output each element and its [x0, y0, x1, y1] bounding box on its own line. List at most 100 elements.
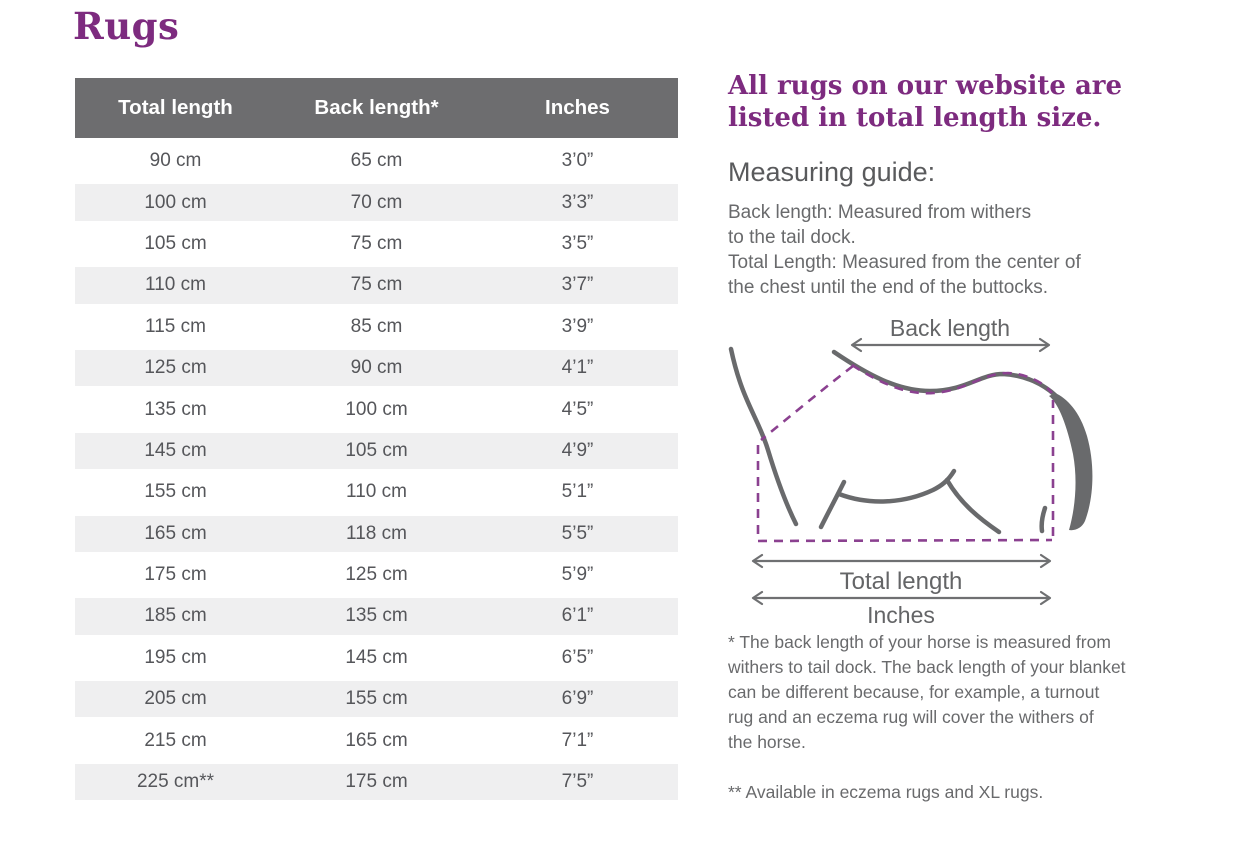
back-length-cell: 85 cm [350, 315, 403, 337]
back-length-arrow [850, 337, 1051, 353]
total-length-cell: 225 cm** [136, 771, 215, 793]
inches-arrow [751, 590, 1052, 606]
guide-text-line: Total Length: Measured from the center o… [728, 252, 1081, 273]
horse-tail [1049, 393, 1093, 531]
back-length-cell: 155 cm [345, 688, 408, 710]
inches-cell: 3’5” [561, 232, 594, 254]
table-row: 115 cm 85 cm 3’9” [75, 306, 678, 347]
inches-cell: 5’5” [561, 522, 594, 544]
horse-hock-line [1039, 505, 1048, 534]
footnote-back-length: * The back length of your horse is measu… [728, 630, 1126, 755]
headline-line: All rugs on our website are [728, 71, 1123, 101]
total-length-cell: 90 cm [149, 150, 202, 172]
total-length-cell: 195 cm [144, 646, 207, 668]
footnote-line: can be different because, for example, a… [728, 682, 1100, 702]
guide-text-line: the chest until the end of the buttocks. [728, 277, 1049, 298]
back-length-cell: 165 cm [345, 729, 408, 751]
table-row: 100 cm 70 cm 3’3” [75, 181, 678, 224]
footnote-availability: ** Available in eczema rugs and XL rugs. [728, 782, 1044, 802]
total-length-cell: 135 cm [144, 398, 207, 420]
footnote-line: withers to tail dock. The back length of… [728, 657, 1126, 677]
col-header-back-length: Back length* [276, 78, 477, 141]
total-length-cell: 105 cm [144, 232, 207, 254]
back-length-cell: 75 cm [350, 274, 403, 296]
inches-cell: 3’9” [561, 315, 594, 337]
rug-dashed-outline [756, 363, 1055, 543]
headline-line: listed in total length size. [728, 103, 1102, 133]
total-length-cell: 165 cm [144, 522, 207, 544]
table-row: 155 cm 110 cm 5’1” [75, 471, 678, 513]
back-length-cell: 175 cm [345, 771, 408, 793]
total-length-cell: 115 cm [145, 315, 206, 337]
inches-cell: 7’1” [561, 729, 594, 751]
guide-text-line: Back length: Measured from withers [728, 202, 1032, 223]
inches-cell: 6’5” [561, 646, 594, 668]
horse-neck-line [728, 346, 799, 527]
horse-hind-leg-line [944, 477, 1002, 535]
footnote-line: the horse. [728, 732, 806, 752]
col-header-total-length: Total length [75, 78, 276, 141]
table-row: 90 cm 65 cm 3’0” [75, 140, 678, 182]
rug-size-table: Total length Back length* Inches 90 cm 6… [75, 78, 678, 801]
back-length-cell: 75 cm [350, 232, 403, 254]
horse-measuring-diagram: Back length [728, 315, 1093, 628]
table-row: 125 cm 90 cm 4’1” [75, 347, 678, 389]
back-length-cell: 135 cm [345, 605, 408, 627]
table-row: 205 cm 155 cm 6’9” [75, 678, 678, 720]
horse-outline [728, 346, 1093, 535]
inches-label: Inches [867, 602, 935, 628]
table-row: 225 cm** 175 cm 7’5” [75, 761, 678, 801]
measuring-guide-text: Back length: Measured from withers to th… [728, 200, 1081, 300]
page-title: Rugs [73, 4, 180, 48]
inches-cell: 4’1” [561, 357, 594, 379]
total-length-cell: 175 cm [144, 564, 207, 586]
guide-text-line: to the tail dock. [728, 227, 856, 248]
inches-cell: 6’1” [561, 605, 594, 627]
back-length-cell: 100 cm [345, 398, 408, 420]
horse-front-leg-line [818, 479, 847, 530]
back-length-cell: 90 cm [350, 357, 403, 379]
headline: All rugs on our website are listed in to… [728, 70, 1122, 134]
inches-cell: 4’5” [561, 398, 594, 420]
inches-cell: 3’7” [561, 274, 594, 296]
total-length-cell: 125 cm [144, 357, 207, 379]
total-length-cell: 145 cm [144, 439, 207, 461]
back-length-label: Back length [890, 315, 1010, 341]
table-row: 185 cm 135 cm 6’1” [75, 595, 678, 638]
back-length-cell: 118 cm [346, 522, 407, 544]
back-length-cell: 70 cm [350, 191, 403, 213]
table-row: 165 cm 118 cm 5’5” [75, 513, 678, 555]
total-length-cell: 185 cm [144, 605, 207, 627]
footnote-line: rug and an eczema rug will cover the wit… [728, 707, 1094, 727]
inches-cell: 5’1” [561, 481, 594, 503]
back-length-cell: 145 cm [345, 646, 408, 668]
back-length-cell: 110 cm [346, 481, 407, 503]
inches-cell: 7’5” [561, 771, 594, 793]
total-length-cell: 110 cm [145, 274, 206, 296]
inches-cell: 4’9” [561, 439, 594, 461]
back-length-cell: 125 cm [345, 564, 408, 586]
total-length-label: Total length [840, 568, 963, 595]
total-length-arrow [751, 553, 1052, 569]
table-row: 105 cm 75 cm 3’5” [75, 223, 678, 264]
table-row: 195 cm 145 cm 6’5” [75, 637, 678, 678]
back-length-cell: 105 cm [345, 439, 408, 461]
inches-cell: 5’9” [561, 564, 594, 586]
total-length-cell: 155 cm [144, 481, 207, 503]
total-length-cell: 215 cm [144, 729, 207, 751]
measuring-guide-title: Measuring guide: [728, 157, 936, 187]
inches-cell: 3’0” [561, 150, 594, 172]
col-header-inches: Inches [477, 78, 678, 141]
table-row: 215 cm 165 cm 7’1” [75, 719, 678, 761]
footnote-line: * The back length of your horse is measu… [728, 632, 1111, 652]
table-row: 135 cm 100 cm 4’5” [75, 388, 678, 430]
inches-cell: 3’3” [561, 191, 594, 213]
table-row: 110 cm 75 cm 3’7” [75, 264, 678, 307]
table-row: 175 cm 125 cm 5’9” [75, 554, 678, 595]
table-row: 145 cm 105 cm 4’9” [75, 430, 678, 472]
inches-cell: 6’9” [561, 688, 594, 710]
table-header-row: Total length Back length* Inches [75, 78, 678, 141]
info-panel: All rugs on our website are listed in to… [728, 0, 1198, 858]
back-length-cell: 65 cm [350, 150, 403, 172]
